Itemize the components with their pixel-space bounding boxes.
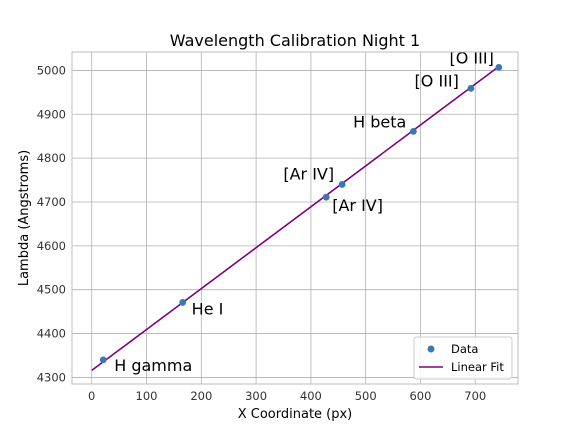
data-point [338, 181, 346, 188]
legend-label-fit: Linear Fit [451, 360, 504, 374]
y-tick-label: 4700 [37, 195, 66, 209]
y-tick-label: 4900 [37, 107, 66, 121]
y-tick-label: 4400 [37, 327, 66, 341]
chart-title: Wavelength Calibration Night 1 [170, 31, 420, 50]
data-point [495, 63, 503, 71]
x-tick-label: 100 [136, 389, 158, 403]
point-annotations: H gamma He I [Ar IV] [Ar IV] H beta [O III] [O… [114, 48, 494, 375]
x-tick-label: 200 [190, 389, 212, 403]
x-tick-label: 400 [300, 389, 322, 403]
x-axis-ticks: 0 100 200 300 400 500 600 700 [88, 389, 486, 403]
x-axis-label: X Coordinate (px) [238, 407, 353, 422]
point-annotation: [O III] [449, 48, 493, 67]
linear-fit-line [91, 65, 500, 372]
y-tick-label: 4600 [37, 239, 66, 253]
fit-layer [91, 65, 500, 372]
y-axis-ticks: 4300 4400 4500 4600 4700 4800 4900 5000 [37, 63, 66, 384]
legend-box [413, 336, 513, 380]
point-annotation: He I [192, 299, 224, 318]
legend-marker-data [427, 345, 435, 353]
y-tick-label: 4800 [37, 151, 66, 165]
point-annotation: H gamma [114, 356, 192, 375]
data-point [99, 356, 107, 364]
grid [72, 52, 518, 384]
x-tick-label: 700 [464, 389, 486, 403]
y-tick-label: 5000 [37, 63, 66, 77]
data-point [467, 85, 475, 92]
y-axis-label: Lambda (Angstroms) [17, 150, 32, 286]
x-tick-label: 600 [409, 389, 431, 403]
legend-label-data: Data [451, 342, 478, 356]
plot-frame [71, 51, 519, 385]
y-tick-label: 4300 [37, 370, 66, 384]
x-tick-label: 500 [355, 389, 377, 403]
point-annotation: [Ar IV] [283, 164, 334, 183]
data-point [322, 193, 330, 201]
data-point [409, 127, 417, 135]
point-annotation: [Ar IV] [332, 196, 383, 215]
y-tick-label: 4500 [37, 283, 66, 297]
x-tick-label: 300 [245, 389, 267, 403]
point-annotation: [O III] [415, 71, 459, 90]
point-annotation: H beta [353, 112, 406, 131]
x-tick-label: 0 [88, 389, 95, 403]
data-points [99, 63, 503, 364]
data-point [179, 299, 187, 306]
plot-area: H gamma He I [Ar IV] [Ar IV] H beta [O III] [O… [71, 48, 519, 385]
legend: Data Linear Fit [413, 336, 513, 380]
